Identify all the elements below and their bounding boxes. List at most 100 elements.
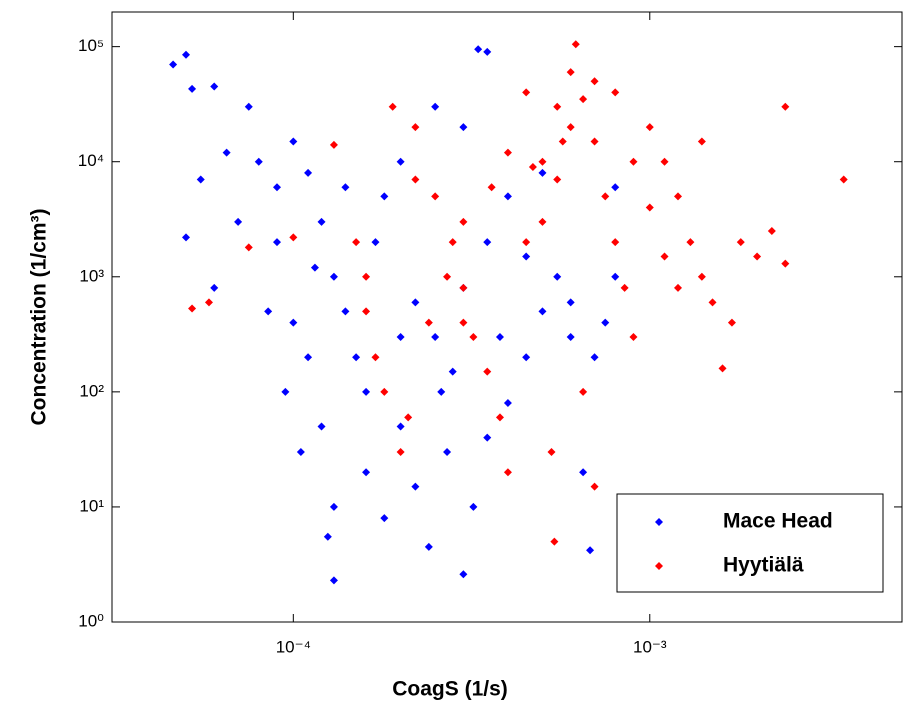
point [380, 514, 389, 523]
point [296, 448, 305, 457]
point [362, 307, 371, 316]
point [611, 238, 620, 247]
point [553, 175, 562, 184]
point [289, 137, 298, 146]
point [558, 137, 567, 146]
legend-marker [655, 562, 663, 570]
point [371, 238, 380, 247]
point [244, 243, 253, 252]
point [727, 318, 736, 327]
point [371, 353, 380, 362]
point [538, 157, 547, 166]
y-tick-label: 10⁵ [78, 36, 104, 55]
point [459, 123, 468, 132]
point [503, 468, 512, 477]
point [448, 367, 457, 376]
point [629, 157, 638, 166]
y-axis-label: Concentration (1/cm³) [28, 208, 51, 425]
point [483, 367, 492, 376]
point [341, 183, 350, 192]
point [396, 332, 405, 341]
point [424, 318, 433, 327]
point [352, 238, 361, 247]
point [839, 175, 848, 184]
point [469, 502, 478, 511]
y-tick-label: 10⁴ [78, 151, 104, 170]
point [538, 168, 547, 177]
point [590, 137, 599, 146]
point [329, 576, 338, 585]
point [254, 157, 263, 166]
point [310, 263, 319, 272]
point [590, 77, 599, 86]
point [411, 298, 420, 307]
point [188, 304, 197, 313]
point [645, 203, 654, 212]
point [538, 307, 547, 316]
point [483, 238, 492, 247]
point [660, 157, 669, 166]
point [503, 399, 512, 408]
point [317, 422, 326, 431]
point [437, 387, 446, 396]
point [590, 353, 599, 362]
point [566, 123, 575, 132]
point [547, 448, 556, 457]
point [329, 502, 338, 511]
y-tick-label: 10³ [79, 266, 104, 285]
point [611, 183, 620, 192]
point [781, 102, 790, 111]
point [388, 102, 397, 111]
point [380, 192, 389, 201]
point [380, 387, 389, 396]
point [411, 482, 420, 491]
legend-marker [655, 518, 663, 526]
point [674, 283, 683, 292]
point [629, 332, 638, 341]
y-tick-label: 10² [79, 381, 104, 400]
point [522, 252, 531, 261]
point [411, 123, 420, 132]
point [443, 272, 452, 281]
point [474, 45, 483, 54]
x-axis-label: CoagS (1/s) [392, 678, 508, 701]
point [448, 238, 457, 247]
point [566, 68, 575, 77]
point [697, 137, 706, 146]
point [329, 140, 338, 149]
point [566, 298, 575, 307]
point [522, 353, 531, 362]
point [495, 413, 504, 422]
point [601, 192, 610, 201]
point [495, 332, 504, 341]
point [443, 448, 452, 457]
point [550, 537, 559, 546]
point [396, 157, 405, 166]
point [404, 413, 413, 422]
point [686, 238, 695, 247]
point [188, 84, 197, 93]
point [718, 364, 727, 373]
point [660, 252, 669, 261]
x-tick-label: 10⁻³ [633, 637, 667, 656]
point [459, 318, 468, 327]
point [611, 272, 620, 281]
point [708, 298, 717, 307]
point [431, 192, 440, 201]
point [736, 238, 745, 247]
point [566, 332, 575, 341]
point [767, 226, 776, 235]
point [528, 162, 537, 171]
point [362, 272, 371, 281]
point [289, 233, 298, 242]
point [553, 272, 562, 281]
point [781, 259, 790, 268]
point [579, 387, 588, 396]
point [431, 102, 440, 111]
point [601, 318, 610, 327]
point [753, 252, 762, 261]
y-tick-label: 10¹ [79, 496, 104, 515]
point [487, 183, 496, 192]
point [674, 192, 683, 201]
